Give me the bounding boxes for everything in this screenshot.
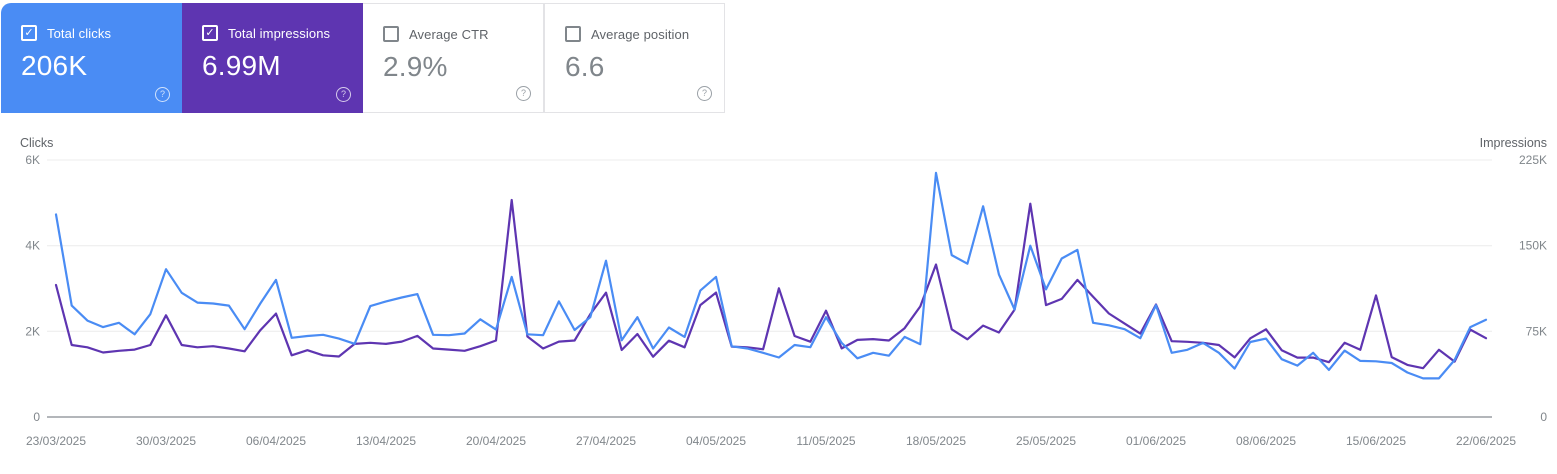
metric-cards: ✓ Total clicks 206K ? ✓ Total impression… <box>1 3 725 113</box>
clicks-axis-tick-label: 2K <box>25 324 40 338</box>
clicks-axis-tick-label: 6K <box>25 153 40 167</box>
card-value-average-ctr: 2.9% <box>383 51 448 82</box>
checkbox-average-ctr[interactable] <box>383 26 399 42</box>
help-icon[interactable]: ? <box>516 86 531 101</box>
clicks-axis-title: Clicks <box>20 136 53 150</box>
card-label-average-position: Average position <box>591 26 690 42</box>
card-total-clicks[interactable]: ✓ Total clicks 206K ? <box>1 3 182 113</box>
date-label: 30/03/2025 <box>136 434 196 448</box>
date-label: 08/06/2025 <box>1236 434 1296 448</box>
date-label: 23/03/2025 <box>26 434 86 448</box>
card-value-average-position: 6.6 <box>565 51 605 82</box>
clicks-axis-tick-label: 4K <box>25 239 40 253</box>
checkbox-total-impressions[interactable]: ✓ <box>202 25 218 41</box>
card-label-total-impressions: Total impressions <box>228 25 331 41</box>
date-label: 06/04/2025 <box>246 434 306 448</box>
clicks-line[interactable] <box>54 171 1488 380</box>
card-label-average-ctr: Average CTR <box>409 26 489 42</box>
impressions-axis-title: Impressions <box>1480 136 1547 150</box>
help-icon[interactable]: ? <box>155 87 170 102</box>
date-label: 27/04/2025 <box>576 434 636 448</box>
card-average-position[interactable]: Average position 6.6 ? <box>544 3 725 113</box>
impressions-axis-tick-label: 75K <box>1526 324 1547 338</box>
date-label: 18/05/2025 <box>906 434 966 448</box>
card-total-impressions[interactable]: ✓ Total impressions 6.99M ? <box>182 3 363 113</box>
card-label-total-clicks: Total clicks <box>47 25 112 41</box>
date-label: 04/05/2025 <box>686 434 746 448</box>
help-icon[interactable]: ? <box>697 86 712 101</box>
checkbox-average-position[interactable] <box>565 26 581 42</box>
card-value-total-impressions: 6.99M <box>202 50 281 81</box>
help-icon[interactable]: ? <box>336 87 351 102</box>
card-average-ctr[interactable]: Average CTR 2.9% ? <box>363 3 544 113</box>
impressions-axis-tick-label: 225K <box>1519 153 1547 167</box>
date-label: 01/06/2025 <box>1126 434 1186 448</box>
date-label: 25/05/2025 <box>1016 434 1076 448</box>
date-label: 22/06/2025 <box>1456 434 1516 448</box>
date-label: 11/05/2025 <box>796 434 855 448</box>
date-label: 20/04/2025 <box>466 434 526 448</box>
date-label: 15/06/2025 <box>1346 434 1406 448</box>
checkbox-total-clicks[interactable]: ✓ <box>21 25 37 41</box>
impressions-line[interactable] <box>54 198 1488 370</box>
clicks-axis-tick-label: 0 <box>33 410 40 424</box>
impressions-axis-tick-label: 150K <box>1519 239 1547 253</box>
date-label: 13/04/2025 <box>356 434 416 448</box>
impressions-axis-tick-label: 0 <box>1540 410 1547 424</box>
card-value-total-clicks: 206K <box>21 50 88 81</box>
